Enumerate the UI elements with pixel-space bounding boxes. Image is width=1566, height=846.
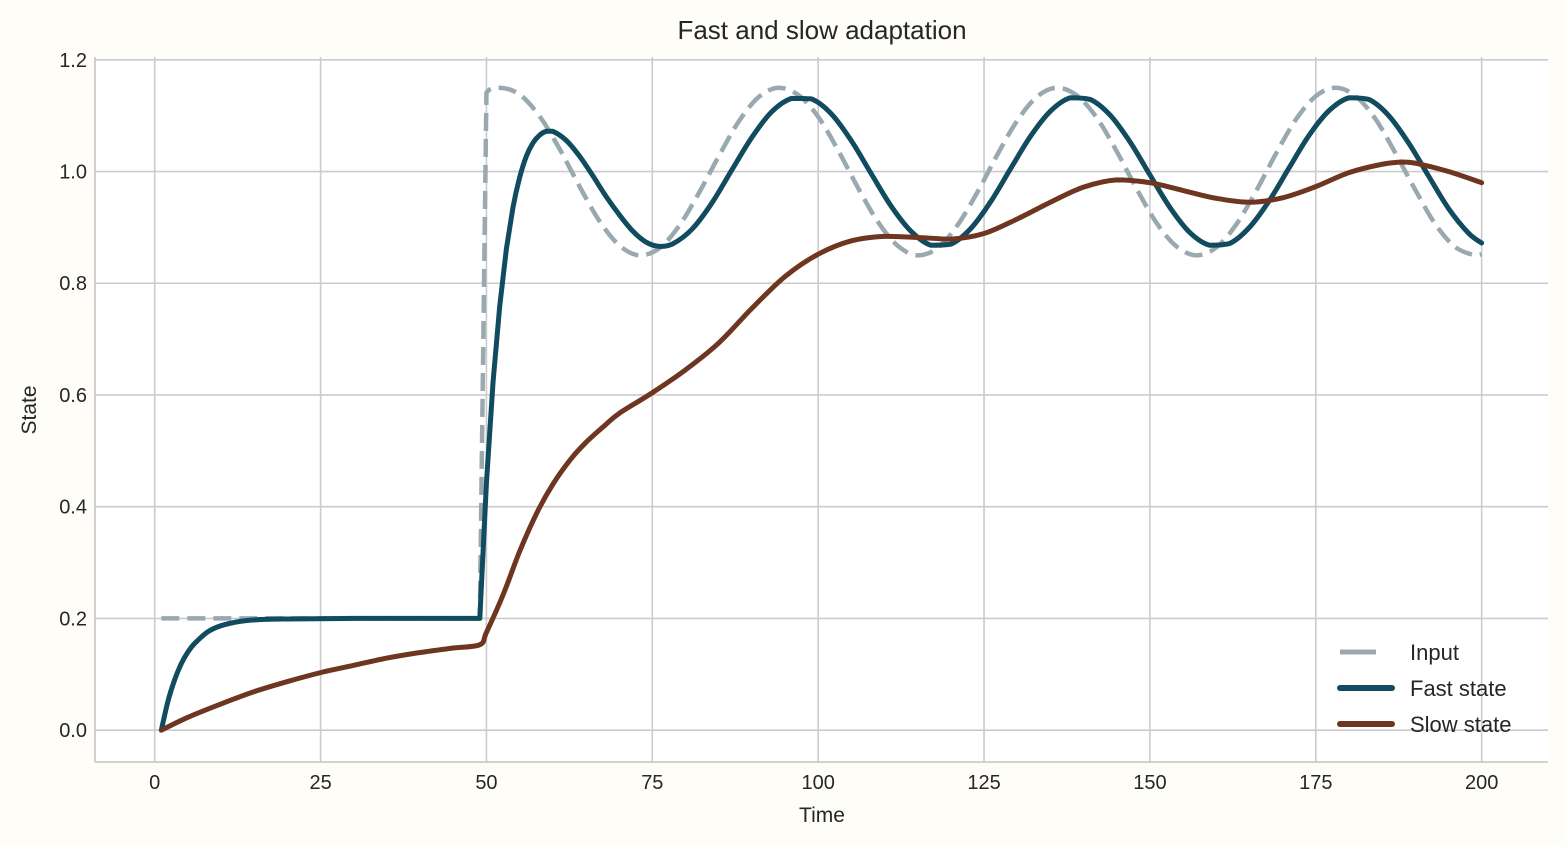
legend-label-slow-state: Slow state (1410, 712, 1512, 737)
series-line-slow-state (158, 159, 1485, 733)
legend-label-input: Input (1410, 640, 1459, 665)
series-line-fast-state (158, 95, 1485, 733)
x-axis-label: Time (799, 804, 845, 827)
chart-title: Fast and slow adaptation (677, 15, 966, 45)
legend-label-fast-state: Fast state (1410, 676, 1507, 701)
y-tick-label: 0.2 (59, 608, 87, 630)
y-tick-label: 1.2 (59, 50, 87, 72)
legend: Input Fast state Slow state (1337, 640, 1512, 737)
y-tick-label: 0.6 (59, 385, 87, 407)
y-tick-label: 0.0 (59, 720, 87, 742)
y-tick-label: 0.4 (59, 497, 87, 519)
series-line-input (161, 85, 1483, 621)
x-tick-label: 0 (149, 772, 160, 794)
x-tick-label: 100 (801, 772, 834, 794)
plot-area (95, 57, 1548, 762)
x-tick-label: 50 (475, 772, 497, 794)
x-tick-label: 150 (1133, 772, 1166, 794)
x-tick-label: 125 (967, 772, 1000, 794)
tick-labels: 0 25 50 75 100 125 150 175 200 0.0 0.2 0.4 0.6 0.8 1.0… (59, 50, 1498, 794)
x-tick-label: 75 (641, 772, 663, 794)
y-tick-label: 0.8 (59, 273, 87, 295)
series-lines (158, 85, 1485, 733)
y-axis-label: State (18, 385, 41, 434)
x-tick-label: 175 (1299, 772, 1332, 794)
x-tick-label: 25 (309, 772, 331, 794)
y-tick-label: 1.0 (59, 162, 87, 184)
x-tick-label: 200 (1465, 772, 1498, 794)
